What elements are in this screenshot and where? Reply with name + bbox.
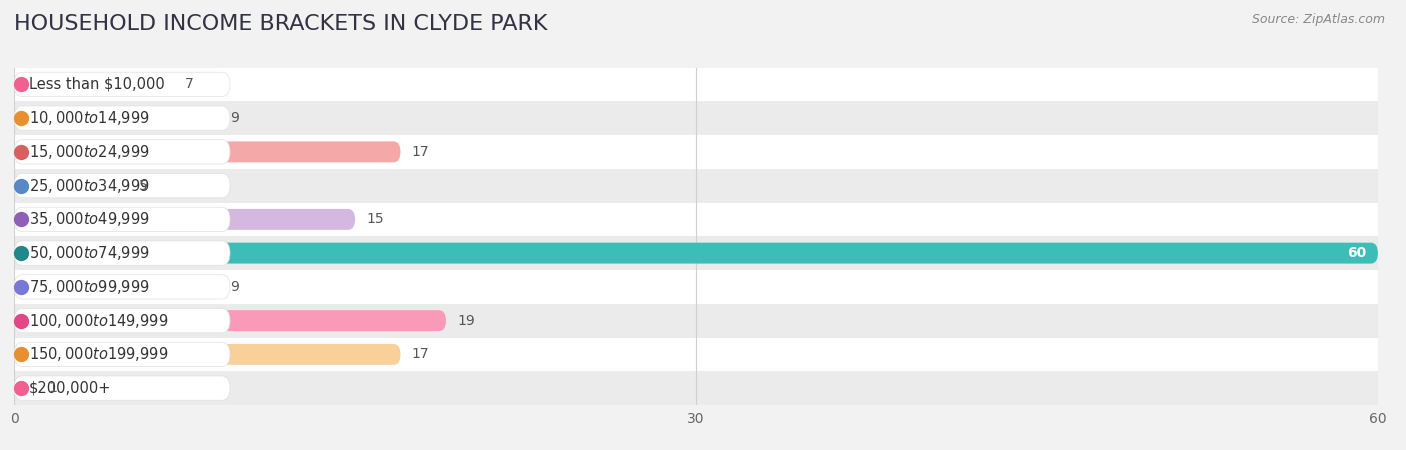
Text: HOUSEHOLD INCOME BRACKETS IN CLYDE PARK: HOUSEHOLD INCOME BRACKETS IN CLYDE PARK: [14, 14, 547, 33]
Bar: [14, 338, 1378, 371]
FancyBboxPatch shape: [14, 174, 231, 198]
Text: $25,000 to $34,999: $25,000 to $34,999: [28, 176, 149, 194]
FancyBboxPatch shape: [14, 140, 231, 164]
Bar: [14, 304, 1378, 338]
Bar: [14, 236, 1378, 270]
FancyBboxPatch shape: [14, 207, 231, 231]
Bar: [14, 202, 1378, 236]
Bar: [14, 371, 1378, 405]
FancyBboxPatch shape: [14, 106, 231, 130]
Text: $100,000 to $149,999: $100,000 to $149,999: [28, 311, 169, 329]
FancyBboxPatch shape: [14, 108, 219, 129]
FancyBboxPatch shape: [14, 342, 231, 366]
FancyBboxPatch shape: [14, 376, 231, 400]
Text: 7: 7: [184, 77, 193, 91]
FancyBboxPatch shape: [14, 72, 231, 96]
Text: 17: 17: [412, 347, 429, 361]
Text: 60: 60: [1347, 246, 1367, 260]
Text: 19: 19: [457, 314, 475, 328]
FancyBboxPatch shape: [14, 310, 446, 331]
Text: Less than $10,000: Less than $10,000: [28, 77, 165, 92]
FancyBboxPatch shape: [14, 175, 128, 196]
FancyBboxPatch shape: [14, 274, 231, 299]
Text: $200,000+: $200,000+: [28, 381, 111, 396]
Text: $50,000 to $74,999: $50,000 to $74,999: [28, 244, 149, 262]
FancyBboxPatch shape: [14, 276, 219, 297]
Text: 17: 17: [412, 145, 429, 159]
Text: 1: 1: [48, 381, 58, 395]
FancyBboxPatch shape: [14, 74, 173, 95]
Bar: [14, 135, 1378, 169]
Bar: [14, 270, 1378, 304]
Text: 9: 9: [231, 280, 239, 294]
FancyBboxPatch shape: [14, 344, 401, 365]
FancyBboxPatch shape: [14, 141, 401, 162]
Text: 9: 9: [231, 111, 239, 125]
Text: $75,000 to $99,999: $75,000 to $99,999: [28, 278, 149, 296]
FancyBboxPatch shape: [14, 241, 231, 265]
Text: $15,000 to $24,999: $15,000 to $24,999: [28, 143, 149, 161]
Bar: [14, 169, 1378, 202]
FancyBboxPatch shape: [14, 378, 37, 399]
Text: $35,000 to $49,999: $35,000 to $49,999: [28, 211, 149, 229]
FancyBboxPatch shape: [14, 243, 1378, 264]
Text: 5: 5: [139, 179, 148, 193]
FancyBboxPatch shape: [14, 209, 354, 230]
Bar: [14, 68, 1378, 101]
Bar: [14, 101, 1378, 135]
FancyBboxPatch shape: [14, 309, 231, 333]
Text: Source: ZipAtlas.com: Source: ZipAtlas.com: [1251, 14, 1385, 27]
Text: $10,000 to $14,999: $10,000 to $14,999: [28, 109, 149, 127]
Text: 15: 15: [367, 212, 384, 226]
Text: $150,000 to $199,999: $150,000 to $199,999: [28, 346, 169, 364]
